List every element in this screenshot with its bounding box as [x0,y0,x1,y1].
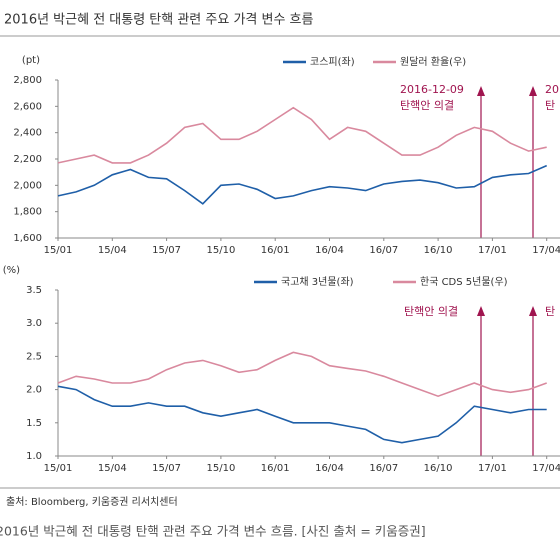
x-tick-label: 16/04 [315,245,344,256]
y-tick-label: 2,000 [13,180,42,191]
x-tick-label: 15/01 [44,463,73,474]
x-tick-label: 15/10 [206,463,235,474]
annotation: 탄핵안 의결 [400,99,454,112]
annotation: 탄 [545,99,555,112]
x-tick-label: 16/04 [315,463,344,474]
arrow-head [529,86,537,96]
series-line [57,385,547,444]
x-tick-label: 15/07 [152,245,181,256]
x-tick-label: 17/01 [478,245,507,256]
legend-label: 국고채 3년물(좌) [281,276,354,288]
y-tick-label: 1,800 [13,207,42,218]
y-tick-label: 1,600 [13,233,42,244]
x-tick-label: 16/10 [424,245,453,256]
legend-label: 원달러 환율(우) [400,56,466,68]
arrow-head [529,306,537,316]
y-tick-label: 1.0 [26,451,42,462]
x-tick-label: 15/01 [44,245,73,256]
x-tick-label: 17/04 [532,245,560,256]
page-title: 2016년 박근혜 전 대통령 탄핵 관련 주요 가격 변수 흐름 [4,13,314,28]
series-line [57,351,547,398]
x-tick-label: 17/04 [532,463,560,474]
series-line [57,164,548,205]
y-tick-label: 2,400 [13,128,42,139]
series-line [57,106,547,164]
source: 출처: Bloomberg, 키움증권 리서치센터 [6,496,178,508]
x-tick-label: 15/04 [98,245,127,256]
x-tick-label: 15/07 [152,463,181,474]
x-tick-label: 16/07 [369,463,398,474]
arrow-head [477,86,485,96]
annotation: 20 [545,83,559,96]
x-tick-label: 16/10 [424,463,453,474]
caption: 2016년 박근혜 전 대통령 탄핵 관련 주요 가격 변수 흐름. [사진 출… [0,524,426,539]
y-tick-label: 3.5 [26,285,42,296]
annotation: 탄핵안 의결 [404,305,458,318]
arrow-head [477,306,485,316]
y-axis-label: (%) [3,265,20,276]
legend-label: 한국 CDS 5년물(우) [420,276,508,288]
x-tick-label: 16/01 [261,463,290,474]
y-tick-label: 2.0 [26,385,42,396]
y-axis-label: (pt) [22,55,40,66]
y-tick-label: 2,200 [13,154,42,165]
y-tick-label: 3.0 [26,318,42,329]
annotation-arrows [477,86,537,456]
annotation: 2016-12-09 [400,83,464,96]
y-tick-label: 2,800 [13,75,42,86]
legend-label: 코스피(좌) [310,56,355,68]
x-tick-label: 16/07 [369,245,398,256]
x-tick-label: 17/01 [478,463,507,474]
y-tick-label: 2,600 [13,101,42,112]
x-tick-label: 15/10 [206,245,235,256]
x-tick-label: 16/01 [261,245,290,256]
y-tick-label: 2.5 [26,351,42,362]
y-tick-label: 1.5 [26,418,42,429]
annotation: 탄 [545,305,555,318]
x-tick-label: 15/04 [98,463,127,474]
